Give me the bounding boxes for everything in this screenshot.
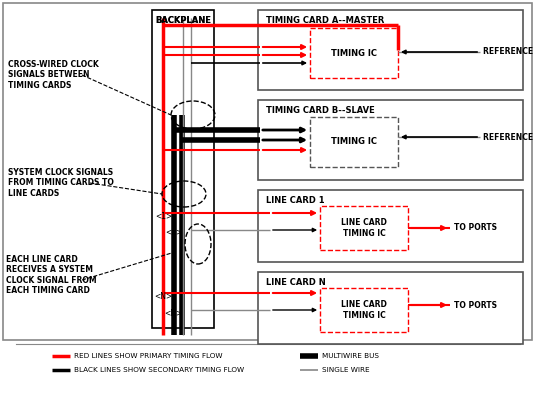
Text: LINE CARD
TIMING IC: LINE CARD TIMING IC	[341, 218, 387, 238]
Text: BACKPLANE: BACKPLANE	[155, 16, 211, 25]
Text: LINE CARD
TIMING IC: LINE CARD TIMING IC	[341, 300, 387, 320]
Bar	[320, 288, 408, 332]
Text: SYSTEM CLOCK SIGNALS
FROM TIMING CARDS TO
LINE CARDS: SYSTEM CLOCK SIGNALS FROM TIMING CARDS T…	[8, 168, 114, 198]
Text: MULTIWIRE BUS: MULTIWIRE BUS	[322, 353, 379, 359]
Text: BACKPLANE: BACKPLANE	[155, 16, 211, 25]
Text: LINE CARD 1: LINE CARD 1	[266, 196, 325, 205]
Bar	[320, 206, 408, 250]
Text: REFERENCE CLOCK: REFERENCE CLOCK	[483, 132, 536, 142]
Text: REFERENCE CLOCK: REFERENCE CLOCK	[483, 47, 536, 57]
Bar	[258, 190, 523, 262]
Bar	[258, 10, 523, 90]
Bar	[258, 100, 523, 180]
Bar	[152, 10, 214, 328]
Text: CROSS-WIRED CLOCK
SIGNALS BETWEEN
TIMING CARDS: CROSS-WIRED CLOCK SIGNALS BETWEEN TIMING…	[8, 60, 99, 90]
Text: TIMING CARD B--SLAVE: TIMING CARD B--SLAVE	[266, 106, 375, 115]
Bar	[310, 28, 398, 78]
Text: <1>: <1>	[165, 228, 182, 237]
Text: LINE CARD N: LINE CARD N	[266, 278, 326, 287]
Text: <1>: <1>	[155, 212, 172, 221]
Text: SINGLE WIRE: SINGLE WIRE	[322, 367, 370, 373]
Text: TO PORTS: TO PORTS	[454, 223, 497, 233]
Text: TIMING IC: TIMING IC	[331, 49, 377, 57]
Text: <N>: <N>	[154, 292, 172, 301]
Text: <N>: <N>	[164, 309, 182, 318]
Bar	[310, 117, 398, 167]
Bar	[3, 3, 532, 340]
Text: RED LINES SHOW PRIMARY TIMING FLOW: RED LINES SHOW PRIMARY TIMING FLOW	[74, 353, 222, 359]
Text: BLACK LINES SHOW SECONDARY TIMING FLOW: BLACK LINES SHOW SECONDARY TIMING FLOW	[74, 367, 244, 373]
Text: TIMING CARD A--MASTER: TIMING CARD A--MASTER	[266, 16, 384, 25]
Text: EACH LINE CARD
RECEIVES A SYSTEM
CLOCK SIGNAL FROM
EACH TIMING CARD: EACH LINE CARD RECEIVES A SYSTEM CLOCK S…	[6, 255, 96, 295]
Text: TIMING IC: TIMING IC	[331, 138, 377, 146]
Bar	[258, 272, 523, 344]
Text: TO PORTS: TO PORTS	[454, 300, 497, 310]
